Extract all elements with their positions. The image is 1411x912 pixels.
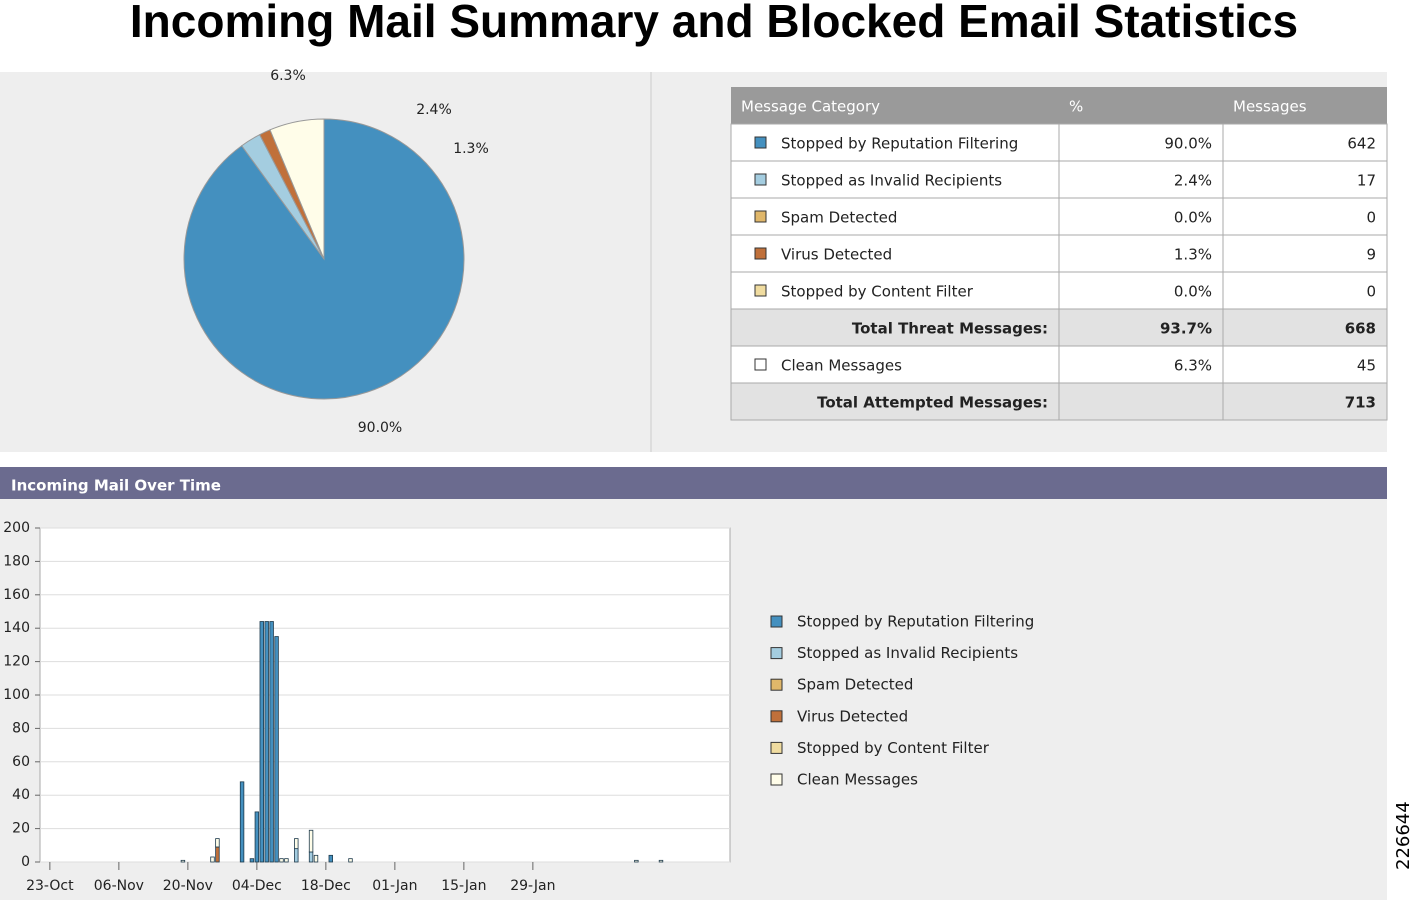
legend-label: Virus Detected <box>797 707 908 725</box>
x-tick-label: 01-Jan <box>372 878 417 894</box>
table-messages: 713 <box>1345 394 1376 412</box>
y-tick-label: 60 <box>12 754 30 770</box>
bar-segment <box>634 859 639 863</box>
bar-segment <box>239 781 245 863</box>
table-messages: 9 <box>1366 246 1376 264</box>
table-category: Stopped as Invalid Recipients <box>781 172 1002 190</box>
legend-label: Spam Detected <box>797 676 913 694</box>
bar-segment <box>180 859 186 863</box>
table-header: Message Category <box>741 98 880 116</box>
legend-label: Clean Messages <box>797 771 918 789</box>
bar-segment <box>215 838 220 848</box>
legend-swatch <box>770 615 783 628</box>
table-category: Virus Detected <box>781 246 892 264</box>
x-tick-label: 18-Dec <box>301 878 351 894</box>
y-tick-label: 40 <box>12 787 30 803</box>
table-percent: 6.3% <box>1174 357 1212 375</box>
bar-segment <box>658 859 664 863</box>
y-tick-label: 0 <box>21 854 30 870</box>
legend-label: Stopped as Invalid Recipients <box>797 644 1018 662</box>
pie-label: 2.4% <box>416 102 452 118</box>
bar-segment <box>215 846 220 863</box>
table-percent: 2.4% <box>1174 172 1212 190</box>
pie-label: 90.0% <box>358 420 402 436</box>
table-swatch <box>754 173 767 186</box>
table-messages: 0 <box>1366 209 1376 227</box>
legend-swatch <box>770 678 783 691</box>
x-tick-label: 15-Jan <box>441 878 486 894</box>
bar-segment <box>274 636 279 863</box>
pie-slice <box>269 118 325 260</box>
x-tick-label: 20-Nov <box>163 878 213 894</box>
table-swatch <box>754 358 767 371</box>
bar-segment <box>328 854 333 863</box>
legend-label: Stopped by Content Filter <box>797 739 990 757</box>
y-tick-label: 120 <box>3 654 30 670</box>
bar-segment <box>210 856 215 863</box>
table-messages: 0 <box>1366 283 1376 301</box>
legend-swatch <box>770 741 783 754</box>
y-tick-label: 20 <box>12 821 30 837</box>
table-header: % <box>1069 98 1083 116</box>
bar-segment <box>313 854 319 863</box>
table-swatch <box>754 210 767 223</box>
table-percent: 1.3% <box>1174 246 1212 264</box>
table-category: Stopped by Content Filter <box>781 283 974 301</box>
legend-swatch <box>770 710 783 723</box>
bar-segment <box>264 621 269 863</box>
table-messages: 668 <box>1345 320 1376 338</box>
x-tick-label: 06-Nov <box>94 878 144 894</box>
table-total-label: Total Attempted Messages: <box>817 394 1048 412</box>
table-messages: 642 <box>1347 135 1376 153</box>
table-header: Messages <box>1233 98 1307 116</box>
y-tick-label: 200 <box>3 520 30 536</box>
x-tick-label: 04-Dec <box>232 878 282 894</box>
bar-segment <box>308 851 314 863</box>
y-tick-label: 100 <box>3 687 30 703</box>
table-messages: 17 <box>1357 172 1376 190</box>
x-tick-label: 23-Oct <box>26 878 74 894</box>
y-tick-label: 140 <box>3 620 30 636</box>
bar-segment <box>294 838 299 850</box>
y-tick-label: 80 <box>12 720 30 736</box>
bar-segment <box>249 858 255 863</box>
table-percent: 90.0% <box>1164 135 1212 153</box>
table-percent: 0.0% <box>1174 209 1212 227</box>
table-swatch <box>754 136 767 149</box>
pie-label: 1.3% <box>453 141 489 157</box>
bar-segment <box>284 858 289 863</box>
table-category: Spam Detected <box>781 209 897 227</box>
figure-id: 226644 <box>1393 801 1411 870</box>
table-category: Clean Messages <box>781 357 902 375</box>
table-percent: 93.7% <box>1160 320 1212 338</box>
bar-segment <box>294 848 299 863</box>
y-tick-label: 160 <box>3 587 30 603</box>
section-title: Incoming Mail Over Time <box>11 477 221 495</box>
table-swatch <box>754 247 767 260</box>
table-swatch <box>754 284 767 297</box>
x-tick-label: 29-Jan <box>510 878 555 894</box>
section-header <box>0 467 1387 499</box>
legend-swatch <box>770 773 783 786</box>
pie-label: 6.3% <box>270 68 306 84</box>
page-title: Incoming Mail Summary and Blocked Email … <box>130 0 1298 47</box>
bar-segment <box>348 858 353 863</box>
table-percent: 0.0% <box>1174 283 1212 301</box>
bar-segment <box>259 621 264 863</box>
bar-segment <box>308 829 314 853</box>
legend-swatch <box>770 647 783 660</box>
table-total-label: Total Threat Messages: <box>852 320 1048 338</box>
bar-segment <box>269 621 274 863</box>
table-messages: 45 <box>1357 357 1376 375</box>
y-tick-label: 180 <box>3 553 30 569</box>
bar-segment <box>254 811 260 863</box>
legend-label: Stopped by Reputation Filtering <box>797 613 1034 631</box>
table-header-bg <box>731 87 1387 124</box>
table-category: Stopped by Reputation Filtering <box>781 135 1018 153</box>
bar-segment <box>279 858 284 863</box>
